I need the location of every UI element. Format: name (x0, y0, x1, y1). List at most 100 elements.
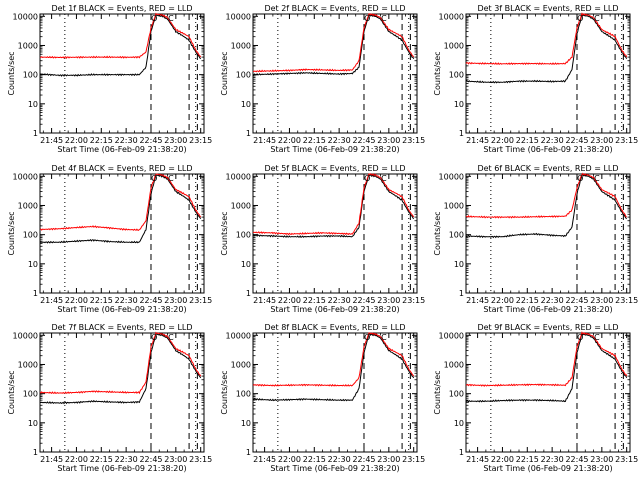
y-tick-label: 1000 (444, 41, 464, 50)
x-tick-label: 22:00 (65, 455, 88, 464)
y-tick-label: 10 (28, 100, 38, 109)
y-axis-label: Counts/sec (433, 211, 442, 255)
marker-o: O (364, 14, 370, 23)
x-tick-label: 23:15 (189, 136, 212, 145)
y-tick-label: 100 (449, 71, 464, 80)
panel-title: Det 5f BLACK = Events, RED = LLD (264, 164, 405, 173)
plot-frame (465, 173, 631, 294)
x-tick-label: 23:15 (189, 296, 212, 305)
y-tick-label: 1 (246, 289, 251, 298)
x-axis-label: Start Time (06-Feb-09 21:38:20) (270, 464, 399, 473)
series-line-lld (252, 332, 415, 387)
y-axis-label: Counts/sec (220, 211, 229, 255)
x-tick-label: 21:45 (40, 136, 63, 145)
x-tick-label: 22:45 (352, 455, 375, 464)
marker-o: O (577, 333, 583, 342)
panel-title: Det 3f BLACK = Events, RED = LLD (477, 4, 618, 13)
marker-o: O (151, 174, 157, 183)
x-tick-label: 22:45 (565, 296, 588, 305)
x-tick-label: 22:45 (352, 136, 375, 145)
series-line-events (252, 13, 415, 76)
x-tick-label: 21:45 (253, 296, 276, 305)
y-axis-label: Counts/sec (220, 51, 229, 95)
y-tick-label: 1 (33, 448, 38, 457)
panel-det-7: Det 7f BLACK = Events, RED = LLD 1 10 100 10… (7, 323, 212, 473)
x-tick-label: 22:15 (516, 455, 539, 464)
marker-c: C (381, 14, 387, 23)
y-tick-label: 1 (246, 448, 251, 457)
y-tick-label: 10000 (13, 331, 38, 340)
series-line-lld (39, 173, 202, 231)
x-tick-label: 21:45 (466, 296, 489, 305)
x-tick-label: 23:00 (164, 296, 187, 305)
x-tick-label: 22:30 (115, 296, 138, 305)
panel-det-4: Det 4f BLACK = Events, RED = LLD 1 10 100 10… (7, 164, 212, 314)
marker-c: C (168, 174, 174, 183)
x-tick-label: 23:15 (402, 136, 425, 145)
y-tick-label: 10 (454, 260, 464, 269)
x-tick-label: 23:15 (615, 296, 638, 305)
y-tick-label: 10000 (226, 331, 251, 340)
marker-c: C (168, 14, 174, 23)
plot-frame (465, 332, 631, 453)
y-tick-label: 1000 (444, 201, 464, 210)
marker-c: C (594, 174, 600, 183)
x-axis-label: Start Time (06-Feb-09 21:38:20) (270, 145, 399, 154)
x-axis-label: Start Time (06-Feb-09 21:38:20) (483, 305, 612, 314)
y-tick-label: 10000 (13, 12, 38, 21)
marker-c: C (594, 333, 600, 342)
y-tick-label: 1 (33, 289, 38, 298)
y-tick-label: 10 (241, 419, 251, 428)
y-tick-label: 1000 (231, 360, 251, 369)
y-tick-label: 10 (241, 100, 251, 109)
x-tick-label: 23:15 (615, 455, 638, 464)
x-tick-label: 22:15 (516, 296, 539, 305)
series-line-events (465, 173, 628, 239)
panel-det-6: Det 6f BLACK = Events, RED = LLD 1 10 100 10… (433, 164, 638, 314)
y-tick-label: 1 (33, 129, 38, 138)
x-tick-label: 21:45 (40, 296, 63, 305)
series-line-lld (39, 12, 202, 59)
x-tick-label: 22:45 (139, 136, 162, 145)
x-tick-label: 22:00 (278, 296, 301, 305)
y-tick-label: 100 (23, 71, 38, 80)
panel-title: Det 9f BLACK = Events, RED = LLD (477, 323, 618, 332)
series-line-events (39, 14, 202, 77)
series-line-lld (465, 331, 628, 388)
x-tick-label: 21:45 (466, 136, 489, 145)
x-tick-label: 23:00 (164, 455, 187, 464)
panel-det-1: Det 1f BLACK = Events, RED = LLD 1 10 100 10… (7, 4, 212, 154)
series-line-events (252, 333, 415, 402)
series-line-events (39, 333, 202, 405)
panel-title: Det 6f BLACK = Events, RED = LLD (477, 164, 618, 173)
y-tick-label: 10 (241, 260, 251, 269)
y-axis-label: Counts/sec (433, 370, 442, 414)
y-tick-label: 10 (28, 260, 38, 269)
x-tick-label: 22:00 (491, 136, 514, 145)
x-tick-label: 22:15 (303, 136, 326, 145)
x-tick-label: 22:45 (565, 136, 588, 145)
x-tick-label: 23:00 (164, 136, 187, 145)
y-tick-label: 1000 (231, 201, 251, 210)
x-tick-label: 21:45 (253, 455, 276, 464)
x-tick-label: 22:45 (139, 296, 162, 305)
x-tick-label: 22:00 (278, 136, 301, 145)
x-tick-label: 23:00 (590, 136, 613, 145)
y-tick-label: 10000 (226, 12, 251, 21)
y-tick-label: 1000 (18, 360, 38, 369)
x-axis-label: Start Time (06-Feb-09 21:38:20) (483, 464, 612, 473)
plot-frame (465, 13, 631, 134)
panel-title: Det 8f BLACK = Events, RED = LLD (264, 323, 405, 332)
x-axis-label: Start Time (06-Feb-09 21:38:20) (270, 305, 399, 314)
x-axis-label: Start Time (06-Feb-09 21:38:20) (483, 145, 612, 154)
y-tick-label: 100 (236, 71, 251, 80)
x-tick-label: 22:45 (139, 455, 162, 464)
series-line-lld (252, 173, 415, 236)
x-tick-label: 22:30 (115, 455, 138, 464)
panel-det-8: Det 8f BLACK = Events, RED = LLD 1 10 100 10… (220, 323, 425, 473)
plot-frame (39, 173, 205, 294)
x-tick-label: 23:15 (615, 136, 638, 145)
x-tick-label: 22:15 (303, 296, 326, 305)
x-tick-label: 22:00 (491, 455, 514, 464)
